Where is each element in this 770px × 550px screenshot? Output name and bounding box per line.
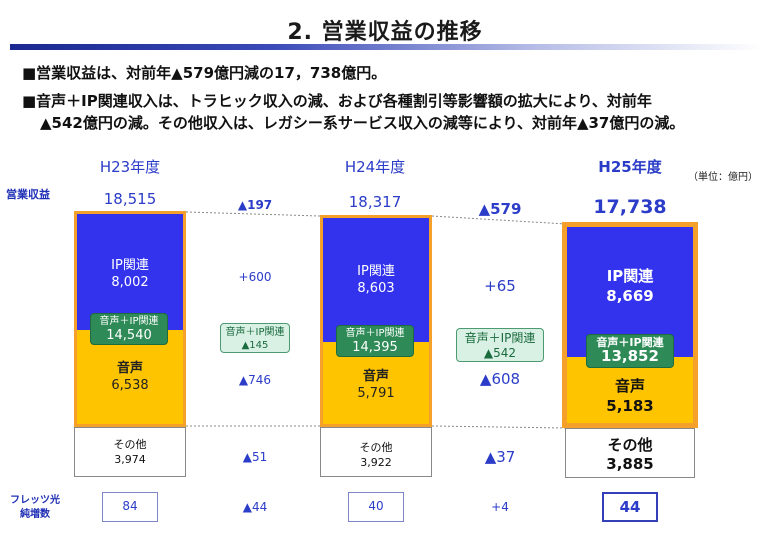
label-voice-h23: 音声 6,538 — [111, 361, 149, 393]
unit-label: （単位：億円） — [688, 172, 758, 183]
year-label-h23: H23年度 — [99, 158, 161, 176]
label-other-h24: その他 3,922 — [359, 441, 393, 469]
change-voice-2: ▲608 — [479, 370, 521, 388]
bar-h23 — [74, 211, 186, 427]
flets-h24: 40 — [348, 492, 404, 522]
bar-h24-ip-segment — [323, 218, 429, 342]
label-ip-h25: IP関連 8,669 — [606, 267, 654, 305]
other-box-h23 — [74, 427, 186, 477]
label-voice-h24: 音声 5,791 — [357, 369, 395, 401]
label-other-h23: その他 3,974 — [113, 438, 147, 466]
label-voice-h25: 音声 5,183 — [606, 377, 654, 415]
label-ip-h24: IP関連 8,603 — [357, 264, 395, 296]
bullet-revenue: ■営業収益は、対前年▲579億円減の17，738億円。 — [22, 64, 387, 82]
label-ip-h23: IP関連 8,002 — [111, 258, 149, 290]
bar-h23-ip-segment — [77, 214, 183, 330]
total-h23: 18,515 — [103, 190, 157, 208]
change-total-2: ▲579 — [478, 200, 522, 218]
change-total-1: ▲197 — [237, 198, 273, 212]
change-other-1: ▲51 — [242, 450, 268, 464]
year-label-h24: H24年度 — [344, 158, 406, 176]
bullet-voice-ip: ■音声＋IP関連収入は、トラヒック収入の減、および各種割引等影響額の拡大により、… — [22, 92, 652, 110]
change-ip-1: +600 — [238, 270, 272, 284]
flets-h25: 44 — [602, 492, 658, 522]
total-h25: 17,738 — [593, 196, 667, 218]
change-combined-badge-1: 音声＋IP関連 ▲145 — [220, 323, 290, 353]
change-voice-1: ▲746 — [238, 373, 272, 387]
revenue-row-label: 営業収益 — [6, 188, 50, 201]
page-title: 2. 営業収益の推移 — [287, 20, 483, 45]
flets-h23: 84 — [102, 492, 158, 522]
bar-h23-voice-segment — [77, 330, 183, 424]
badge-combined-h25: 音声＋IP関連 13,852 — [586, 334, 674, 368]
label-other-h25: その他 3,885 — [606, 436, 654, 473]
flets-row-label: フレッツ光 純増数 — [10, 495, 60, 520]
flets-change-1: ▲44 — [242, 500, 268, 514]
other-box-h25 — [565, 428, 695, 478]
change-other-2: ▲37 — [484, 448, 516, 466]
flets-change-2: +4 — [491, 500, 509, 514]
change-ip-2: +65 — [484, 277, 516, 295]
change-combined-badge-2: 音声＋IP関連 ▲542 — [456, 328, 544, 362]
title-underline — [10, 44, 762, 50]
other-box-h24 — [320, 427, 432, 477]
badge-combined-h24: 音声＋IP関連 14,395 — [336, 325, 414, 357]
bar-h25-voice-segment — [567, 357, 693, 423]
badge-combined-h23: 音声＋IP関連 14,540 — [90, 313, 168, 345]
year-label-h25: H25年度 — [598, 158, 662, 176]
bullet-voice-ip-cont: ▲542億円の減。その他収入は、レガシー系サービス収入の減等により、対前年▲37… — [40, 114, 685, 132]
total-h24: 18,317 — [348, 193, 402, 211]
